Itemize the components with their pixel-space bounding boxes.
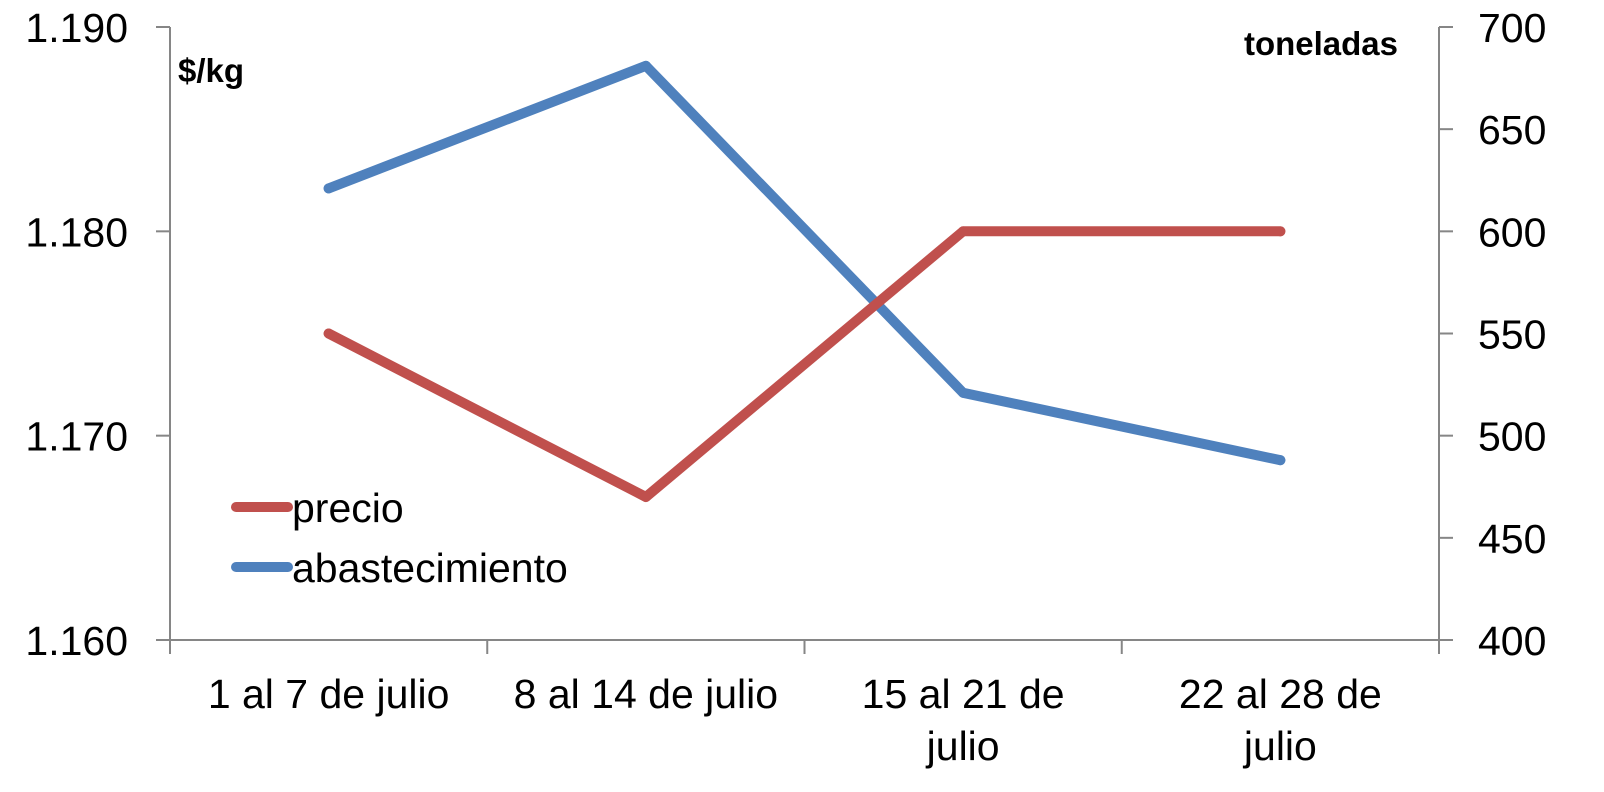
left-axis-tick-label: 1.170: [25, 414, 128, 460]
data-point-abastecimiento: [640, 60, 651, 71]
x-axis-category-label: 15 al 21 de julio: [862, 671, 1065, 769]
axes-group: [156, 26, 1453, 654]
legend-label-precio: precio: [292, 485, 404, 531]
left-axis-tick-label: 1.180: [25, 209, 128, 255]
series-group: [323, 60, 1286, 502]
right-axis-tick-label: 400: [1478, 618, 1546, 664]
right-axis-unit-label: toneladas: [1244, 25, 1398, 62]
series-line-precio: [323, 226, 1286, 502]
tick-labels-group: 1.160 1.170 1.180 1.190 400 450 500 550 600 650 70…: [25, 5, 1546, 769]
right-axis-tick-label: 650: [1478, 107, 1546, 153]
x-axis-category-label-line: 1 al 7 de julio: [208, 671, 450, 717]
right-axis-tick-label: 600: [1478, 209, 1546, 255]
x-axis-category-label-line: 22 al 28 de: [1179, 671, 1382, 717]
data-point-precio: [640, 491, 651, 502]
left-axis-tick-label: 1.160: [25, 618, 128, 664]
right-axis-tick-label: 500: [1478, 414, 1546, 460]
x-axis-category-label-line: 15 al 21 de: [862, 671, 1065, 717]
data-point-precio: [1275, 226, 1286, 237]
x-axis-category-label-line: 8 al 14 de julio: [514, 671, 778, 717]
data-point-abastecimiento: [1275, 455, 1286, 466]
data-point-abastecimiento: [958, 387, 969, 398]
x-axis-category-label: 8 al 14 de julio: [514, 671, 778, 717]
legend: precio abastecimiento: [231, 485, 568, 591]
right-axis-tick-label: 450: [1478, 516, 1546, 562]
data-point-precio: [323, 328, 334, 339]
right-axis-tick-label: 550: [1478, 312, 1546, 358]
x-axis-category-label: 1 al 7 de julio: [208, 671, 450, 717]
series-line-abastecimiento: [323, 60, 1286, 466]
left-axis-tick-label: 1.190: [25, 5, 128, 51]
x-axis-category-label-line: julio: [1243, 723, 1317, 769]
x-axis-category-label-line: julio: [926, 723, 1000, 769]
data-point-abastecimiento: [323, 183, 334, 194]
left-axis-unit-label: $/kg: [178, 52, 244, 89]
right-axis-tick-label: 700: [1478, 5, 1546, 51]
legend-label-abastecimiento: abastecimiento: [292, 545, 568, 591]
x-axis-category-label: 22 al 28 de julio: [1179, 671, 1382, 769]
data-point-precio: [958, 226, 969, 237]
